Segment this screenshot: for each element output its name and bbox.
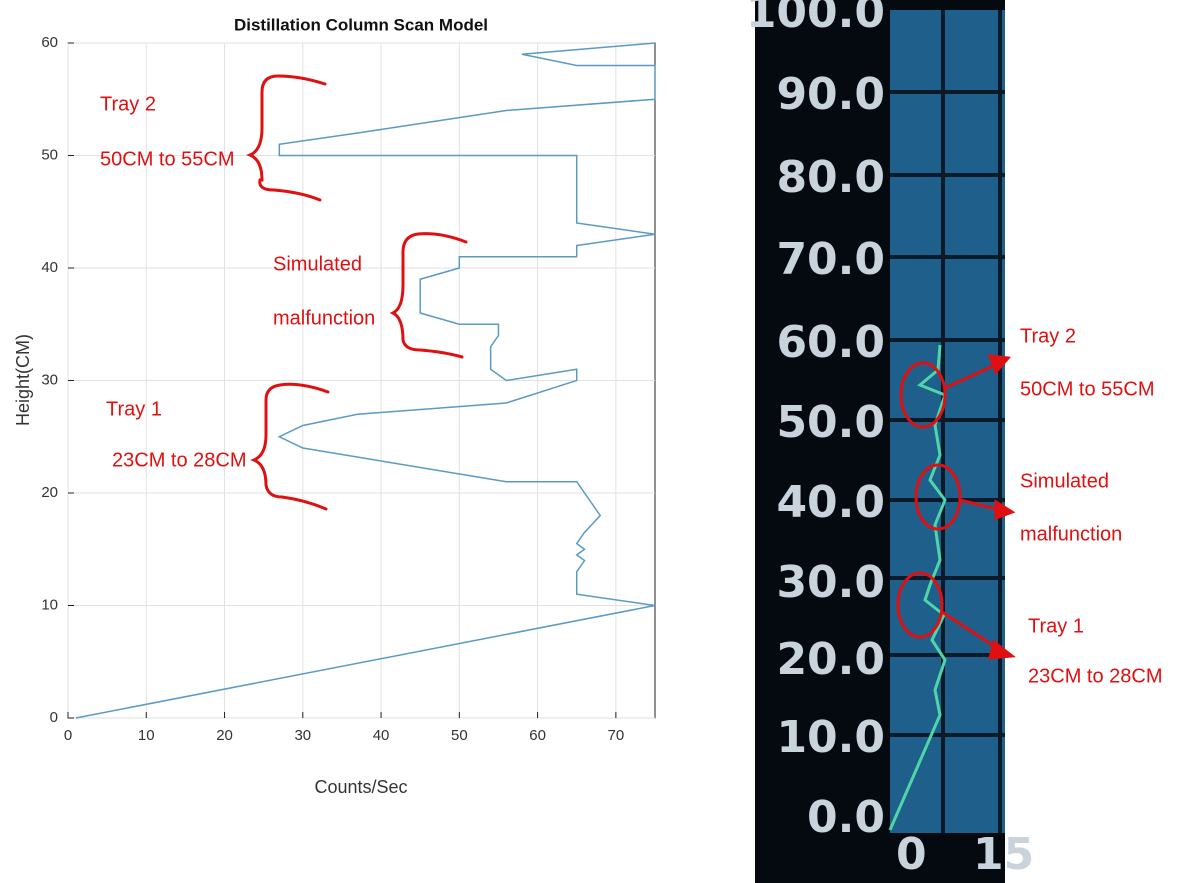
y-tick-label: 40 — [41, 259, 58, 276]
screen-axis-label: 40.0 — [776, 477, 885, 528]
x-tick-label: 70 — [608, 727, 625, 744]
x-tick-label: 50 — [451, 727, 468, 744]
screen-axis-label: 50.0 — [776, 397, 885, 448]
annotation: malfunction — [273, 307, 375, 329]
y-tick-label: 30 — [41, 371, 58, 388]
annotation: 50CM to 55CM — [100, 148, 235, 170]
x-tick-label: 60 — [529, 727, 546, 744]
screen-axis-label: 10.0 — [776, 712, 885, 763]
screen-axis-label: 90.0 — [776, 69, 885, 120]
screen-callouts — [896, 354, 1016, 660]
y-tick-label: 0 — [50, 709, 58, 726]
screen-annotation: Tray 1 — [1028, 615, 1084, 637]
x-axis-label: Counts/Sec — [314, 777, 407, 797]
y-tick-label: 50 — [41, 146, 58, 163]
screen-bottom-label: 0 — [896, 829, 927, 880]
screen-photo: 100.0 90.0 80.0 70.0 60.0 50.0 40.0 30.0 20.0 10.… — [746, 0, 1034, 883]
screen-axis-label: 20.0 — [776, 634, 885, 685]
x-tick-label: 40 — [373, 727, 390, 744]
screen-axis-label: 70.0 — [776, 234, 885, 285]
chart-title: Distillation Column Scan Model — [234, 15, 488, 34]
annotation: Tray 1 — [106, 398, 162, 420]
y-tick-label: 60 — [41, 34, 58, 51]
screen-annotation: 23CM to 28CM — [1028, 665, 1163, 687]
annotation: 23CM to 28CM — [112, 449, 247, 471]
x-tick-label: 30 — [294, 727, 311, 744]
y-axis-label: Height(CM) — [13, 334, 33, 426]
bracket — [246, 74, 327, 202]
screen-axis-label: 0.0 — [807, 792, 885, 843]
screen-axis-label: 80.0 — [776, 152, 885, 203]
line-chart: Distillation Column Scan Model Counts/Se… — [13, 15, 656, 797]
screen-annotation: Tray 2 — [1020, 325, 1076, 347]
screen-annotation: malfunction — [1020, 523, 1122, 545]
x-tick-label: 0 — [64, 727, 72, 744]
screen-bottom-label: 15 — [973, 829, 1034, 880]
screen-axis-label: 100.0 — [746, 0, 885, 38]
annotation: Simulated — [273, 253, 362, 275]
screen-axis-label: 60.0 — [776, 317, 885, 368]
x-tick-label: 20 — [216, 727, 233, 744]
bracket — [250, 382, 330, 511]
bracket — [389, 232, 468, 359]
y-tick-label: 20 — [41, 484, 58, 501]
screen-annotation: Simulated — [1020, 470, 1109, 492]
screen-annotation: 50CM to 55CM — [1020, 378, 1155, 400]
screen-axis-label: 30.0 — [776, 557, 885, 608]
annotation: Tray 2 — [100, 93, 156, 115]
data-line — [75, 42, 656, 719]
brackets — [246, 74, 468, 511]
x-tick-label: 10 — [138, 727, 155, 744]
screen-trace — [888, 344, 947, 831]
y-tick-label: 10 — [41, 596, 58, 613]
